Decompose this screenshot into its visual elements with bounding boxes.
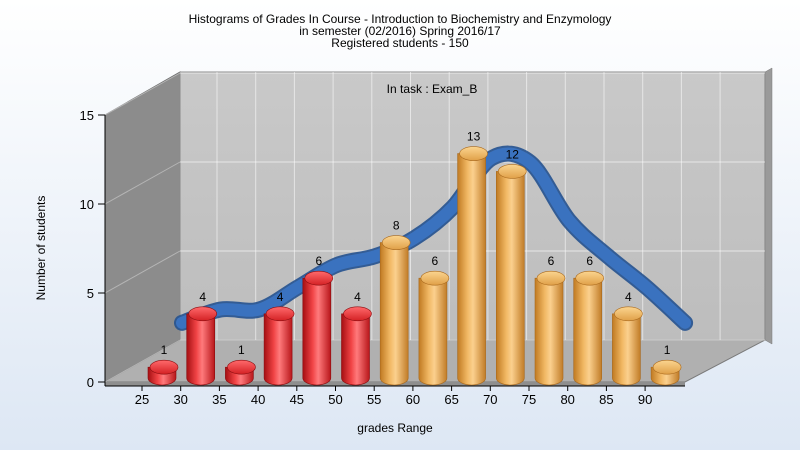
- x-axis-label: grades Range: [357, 421, 433, 435]
- grid-line-left-3: [104, 72, 181, 116]
- left-wall: [104, 71, 181, 383]
- bar-top-30: [188, 306, 217, 322]
- bar-75: [534, 270, 566, 386]
- bar-85: [612, 306, 643, 386]
- y-tick-label-3: 15: [80, 108, 94, 123]
- bar-value-label-85: 4: [625, 290, 632, 304]
- bar-70: [496, 164, 527, 386]
- x-tick-label-9: 70: [483, 392, 497, 407]
- bar-body-85: [612, 313, 641, 386]
- bar-45: [302, 270, 334, 386]
- grid-line-left-0: [104, 339, 181, 383]
- bar-top-65: [459, 146, 488, 161]
- bar-value-label-60: 6: [432, 254, 439, 268]
- x-tick-label-0: 25: [135, 392, 149, 407]
- bar-60: [418, 270, 450, 386]
- bar-value-label-50: 4: [354, 290, 361, 304]
- bar-value-label-75: 6: [548, 254, 555, 268]
- x-tick-label-6: 55: [367, 392, 381, 407]
- labels-group: 1 4 1 4 6 4 8 6 13 12 6 6 4 1: [161, 130, 671, 358]
- bar-top-50: [343, 306, 372, 322]
- bar-body-55: [379, 242, 409, 386]
- bar-50: [341, 306, 372, 386]
- bar-top-75: [536, 270, 566, 286]
- bar-40: [263, 306, 295, 386]
- bar-65: [457, 146, 488, 386]
- bar-body-60: [418, 277, 448, 386]
- x-tick-label-5: 50: [328, 392, 342, 407]
- x-tick-label-1: 30: [173, 392, 187, 407]
- grid-line-left-1: [104, 250, 181, 294]
- bar-80: [573, 270, 605, 386]
- x-tick-label-13: 90: [638, 392, 652, 407]
- task-annotation: In task : Exam_B: [387, 82, 478, 96]
- x-tick-label-2: 35: [212, 392, 226, 407]
- x-tick-label-10: 75: [522, 392, 536, 407]
- axis-group: 0 5 10 15 25 30 35 40 45 50 55 60 65 70 75 80 85 90: [80, 108, 685, 407]
- bar-top-55: [381, 235, 411, 250]
- bar-body-70: [496, 171, 525, 386]
- bar-top-80: [575, 270, 605, 286]
- curve-group: [174, 145, 694, 331]
- x-tick-label-8: 65: [444, 392, 458, 407]
- bar-top-60: [420, 270, 450, 286]
- bar-top-25: [149, 359, 179, 375]
- bar-top-90: [652, 359, 682, 375]
- bar-body-50: [341, 313, 370, 386]
- bar-body-75: [534, 277, 564, 386]
- bar-value-label-45: 6: [315, 254, 322, 268]
- bar-body-40: [263, 313, 293, 386]
- x-tick-label-12: 85: [599, 392, 613, 407]
- bar-top-40: [265, 306, 295, 322]
- bar-top-35: [227, 359, 256, 375]
- bar-body-30: [186, 313, 215, 386]
- bar-25: [147, 359, 179, 386]
- bars-group: [147, 146, 682, 386]
- y-axis-label: Number of students: [34, 196, 48, 301]
- x-tick-label-4: 45: [290, 392, 304, 407]
- bar-top-85: [614, 306, 643, 322]
- right-edge: [764, 67, 773, 345]
- bar-value-label-70: 12: [506, 147, 520, 161]
- y-tick-label-2: 10: [80, 197, 94, 212]
- bar-55: [379, 235, 411, 386]
- bar-30: [186, 306, 217, 386]
- bar-body-65: [457, 153, 486, 386]
- bar-35: [225, 359, 256, 386]
- x-tick-label-3: 40: [251, 392, 265, 407]
- bar-value-label-55: 8: [393, 219, 400, 233]
- bar-value-label-90: 1: [664, 343, 671, 357]
- bar-value-label-25: 1: [161, 343, 168, 357]
- bar-value-label-40: 4: [277, 290, 284, 304]
- bar-body-45: [302, 277, 332, 386]
- bar-top-70: [497, 164, 527, 179]
- chart-title-line-1: Histograms of Grades In Course - Introdu…: [189, 12, 612, 26]
- bar-value-label-65: 13: [467, 130, 481, 144]
- chart-title-line-2: in semester (02/2016) Spring 2016/17: [299, 24, 501, 38]
- bar-value-label-35: 1: [238, 343, 245, 357]
- bar-top-45: [304, 270, 334, 286]
- y-tick-label-1: 5: [87, 286, 94, 301]
- bar-value-label-30: 4: [199, 290, 206, 304]
- x-tick-label-11: 80: [560, 392, 574, 407]
- bar-value-label-80: 6: [586, 254, 593, 268]
- x-tick-label-7: 60: [406, 392, 420, 407]
- bar-90: [650, 359, 682, 386]
- grid-line-left-2: [104, 161, 181, 205]
- frequency-curve: [176, 147, 692, 329]
- y-tick-label-0: 0: [87, 375, 94, 390]
- chart-title-line-3: Registered students - 150: [331, 36, 469, 50]
- bar-body-80: [573, 277, 602, 386]
